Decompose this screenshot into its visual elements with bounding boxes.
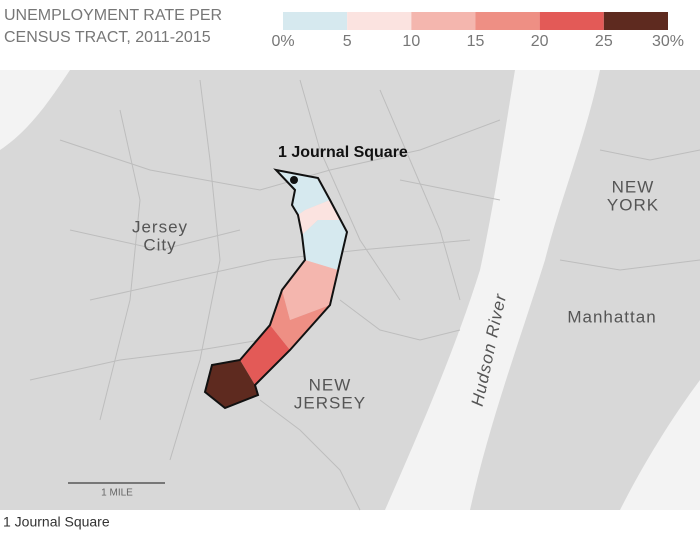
legend-tick-label: 20 bbox=[531, 33, 549, 50]
water bbox=[0, 70, 70, 150]
place-label: Manhattan bbox=[567, 307, 656, 326]
legend-swatch bbox=[411, 12, 476, 30]
legend-swatch bbox=[475, 12, 540, 30]
scale-label: 1 MILE bbox=[101, 488, 133, 499]
journal-square-tracts bbox=[203, 168, 349, 410]
legend-swatch bbox=[603, 12, 668, 30]
place-label: NEW bbox=[612, 177, 655, 196]
water bbox=[620, 380, 700, 510]
legend-tick-label: 30% bbox=[652, 33, 684, 50]
legend: UNEMPLOYMENT RATE PER CENSUS TRACT, 2011… bbox=[4, 7, 684, 50]
place-label: City bbox=[143, 235, 176, 254]
highlight-label: 1 Journal Square bbox=[278, 144, 408, 161]
river bbox=[385, 70, 600, 510]
legend-swatch bbox=[283, 12, 348, 30]
legend-tick-label: 10 bbox=[402, 33, 420, 50]
legend-title: CENSUS TRACT, 2011-2015 bbox=[4, 29, 211, 46]
map: 1 Journal Square Jersey City NEW YORK Ma… bbox=[0, 70, 700, 511]
legend-tick-label: 5 bbox=[343, 33, 352, 50]
place-label: Jersey bbox=[132, 217, 188, 236]
place-label: YORK bbox=[607, 195, 659, 214]
legend-tick-label: 15 bbox=[467, 33, 485, 50]
legend-swatch bbox=[347, 12, 412, 30]
legend-title: UNEMPLOYMENT RATE PER bbox=[4, 7, 222, 24]
legend-tick-label: 25 bbox=[595, 33, 613, 50]
place-label: NEW bbox=[309, 375, 352, 394]
legend-tick-label: 0% bbox=[271, 33, 294, 50]
caption: 1 Journal Square bbox=[3, 514, 110, 530]
place-label: JERSEY bbox=[294, 393, 366, 412]
streets bbox=[29, 79, 700, 511]
legend-swatch bbox=[539, 12, 604, 30]
land bbox=[0, 70, 700, 510]
